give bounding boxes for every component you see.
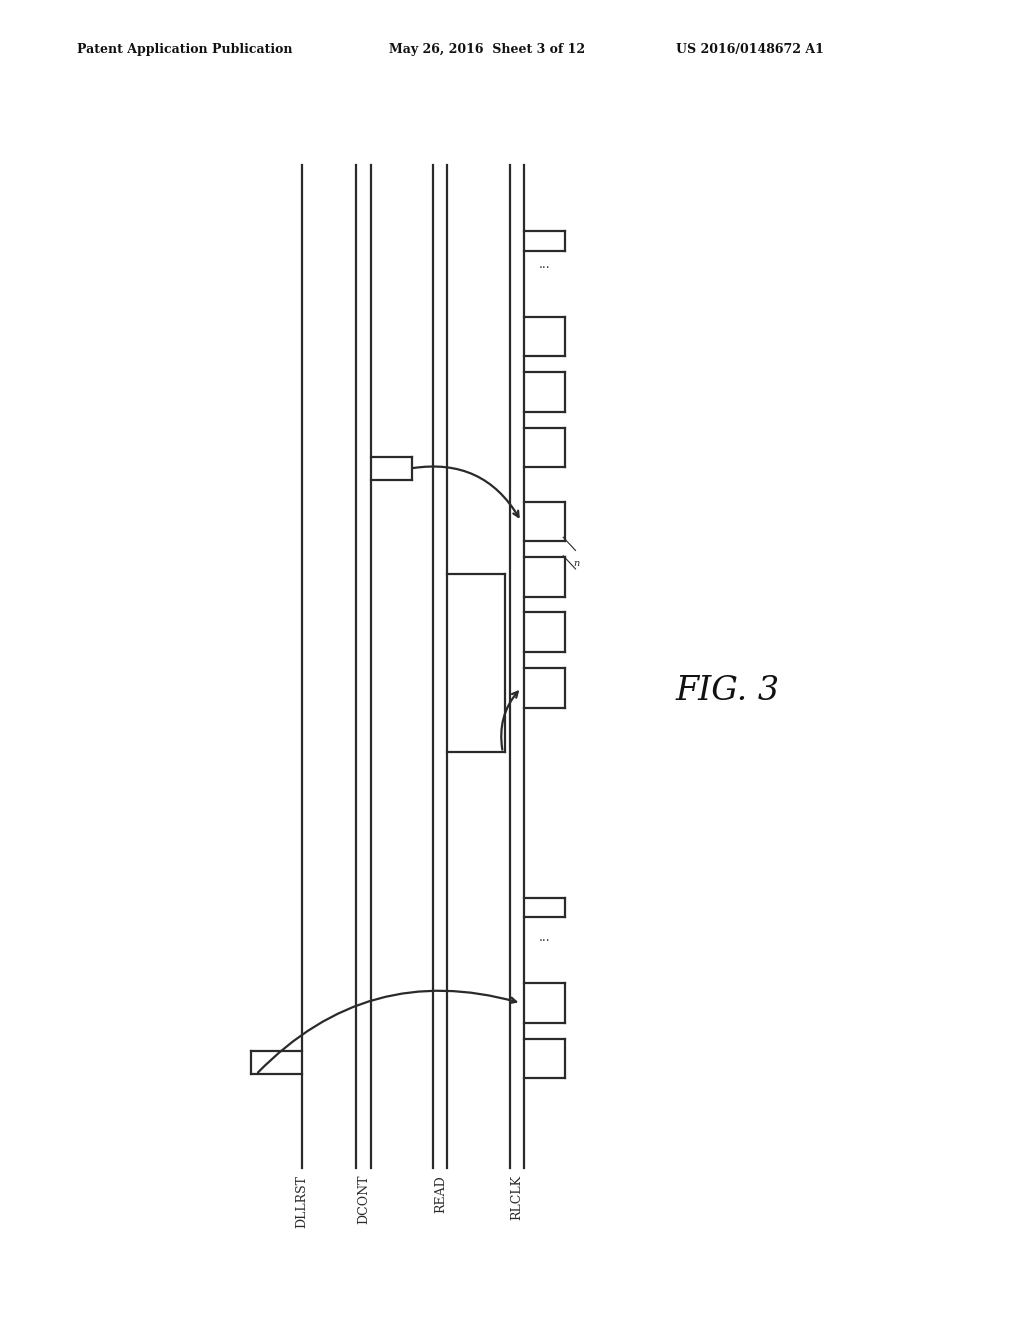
Text: May 26, 2016  Sheet 3 of 12: May 26, 2016 Sheet 3 of 12 — [389, 42, 586, 55]
Text: READ: READ — [434, 1175, 446, 1213]
Text: ...: ... — [539, 931, 551, 944]
Text: RLCLK: RLCLK — [511, 1175, 523, 1220]
Text: DCONT: DCONT — [357, 1175, 370, 1225]
Text: FIG. 3: FIG. 3 — [676, 675, 780, 706]
Text: Patent Application Publication: Patent Application Publication — [77, 42, 292, 55]
Text: n: n — [573, 560, 580, 568]
Text: DLLRST: DLLRST — [296, 1175, 308, 1228]
Text: ...: ... — [539, 257, 551, 271]
Text: US 2016/0148672 A1: US 2016/0148672 A1 — [676, 42, 823, 55]
